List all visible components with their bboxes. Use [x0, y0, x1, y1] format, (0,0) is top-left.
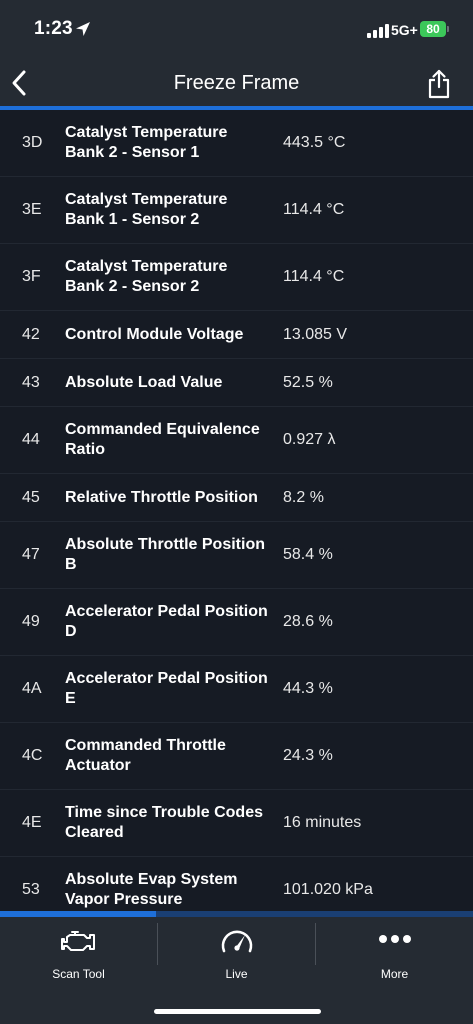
list-item[interactable]: 3E Catalyst Temperature Bank 1 - Sensor … — [0, 177, 473, 244]
location-arrow-icon — [76, 22, 90, 36]
gauge-icon — [221, 930, 252, 953]
status-time: 1:23 — [34, 18, 73, 39]
pid-value: 0.927 λ — [283, 431, 336, 448]
pid-name: Accelerator Pedal Position E — [65, 670, 268, 707]
pid-name: Absolute Load Value — [65, 373, 223, 391]
tab-divider — [315, 923, 316, 965]
nav-accent-line — [0, 106, 473, 110]
pid-name: Commanded Equivalence Ratio — [65, 421, 260, 458]
progress-fill — [0, 911, 157, 917]
list-item[interactable]: 45 Relative Throttle Position 8.2 % — [0, 474, 473, 522]
tab-divider — [157, 923, 158, 965]
nav-bar: Freeze Frame — [0, 60, 473, 106]
pid-code: 4C — [22, 747, 43, 764]
battery-level: 80 — [426, 22, 440, 36]
tab-label: Live — [225, 967, 248, 981]
tab-scan-tool[interactable]: Scan Tool — [0, 917, 157, 997]
pid-value: 24.3 % — [283, 747, 333, 764]
pid-value: 101.020 kPa — [283, 881, 373, 898]
pid-code: 4A — [22, 680, 42, 697]
page-title: Freeze Frame — [173, 72, 300, 94]
engine-icon — [60, 931, 95, 951]
list-item[interactable]: 3D Catalyst Temperature Bank 2 - Sensor … — [0, 110, 473, 177]
list-item[interactable]: 43 Absolute Load Value 52.5 % — [0, 359, 473, 407]
share-icon[interactable] — [426, 68, 452, 100]
pid-code: 47 — [22, 546, 40, 563]
pid-value: 28.6 % — [283, 613, 333, 630]
freeze-frame-list[interactable]: 3D Catalyst Temperature Bank 2 - Sensor … — [0, 110, 473, 910]
back-chevron-icon[interactable] — [8, 68, 30, 98]
tab-bar: Scan Tool Live More — [0, 917, 473, 1024]
pid-code: 49 — [22, 613, 40, 630]
pid-code: 44 — [22, 431, 40, 448]
pid-value: 13.085 V — [283, 325, 348, 343]
tab-live[interactable]: Live — [158, 917, 315, 997]
list-item[interactable]: 47 Absolute Throttle Position B 58.4 % — [0, 522, 473, 589]
pid-name: Commanded Throttle Actuator — [65, 737, 226, 774]
list-item[interactable]: 44 Commanded Equivalence Ratio 0.927 λ — [0, 407, 473, 474]
pid-name: Absolute Throttle Position B — [65, 536, 265, 573]
list-item[interactable]: 53 Absolute Evap System Vapor Pressure 1… — [0, 857, 473, 910]
list-item[interactable]: 49 Accelerator Pedal Position D 28.6 % — [0, 589, 473, 656]
pid-name: Catalyst Temperature Bank 1 - Sensor 2 — [65, 191, 228, 228]
pid-code: 43 — [22, 373, 40, 391]
pid-value: 52.5 % — [283, 373, 333, 391]
tab-label: More — [380, 967, 409, 981]
home-indicator — [154, 1009, 321, 1014]
pid-name: Accelerator Pedal Position D — [65, 603, 268, 640]
pid-name: Control Module Voltage — [65, 325, 244, 343]
pid-name: Absolute Evap System Vapor Pressure — [65, 871, 238, 908]
pid-value: 114.4 °C — [283, 268, 345, 285]
pid-code: 53 — [22, 881, 40, 898]
status-bar: 1:23 5G+ 80 — [0, 0, 473, 60]
list-item[interactable]: 4A Accelerator Pedal Position E 44.3 % — [0, 656, 473, 723]
tab-label: Scan Tool — [52, 967, 105, 981]
list-item[interactable]: 4C Commanded Throttle Actuator 24.3 % — [0, 723, 473, 790]
pid-value: 44.3 % — [283, 680, 333, 697]
pid-name: Catalyst Temperature Bank 2 - Sensor 2 — [65, 258, 228, 295]
more-icon — [378, 935, 411, 943]
list-item[interactable]: 42 Control Module Voltage 13.085 V — [0, 311, 473, 359]
network-type: 5G+ — [391, 22, 418, 38]
pid-code: 3F — [22, 268, 41, 285]
pid-name: Time since Trouble Codes Cleared — [65, 804, 263, 841]
battery-icon: 80 — [420, 21, 446, 37]
pid-code: 3D — [22, 134, 43, 151]
pid-name: Relative Throttle Position — [65, 488, 258, 506]
pid-name: Catalyst Temperature Bank 2 - Sensor 1 — [65, 124, 228, 161]
pid-code: 3E — [22, 201, 42, 218]
list-item[interactable]: 3F Catalyst Temperature Bank 2 - Sensor … — [0, 244, 473, 311]
progress-track — [0, 911, 473, 917]
pid-value: 443.5 °C — [283, 134, 346, 151]
pid-code: 4E — [22, 814, 42, 831]
battery-tip — [447, 26, 449, 32]
signal-bars-icon — [367, 24, 389, 38]
list-item[interactable]: 4E Time since Trouble Codes Cleared 16 m… — [0, 790, 473, 857]
pid-code: 45 — [22, 488, 40, 506]
pid-code: 42 — [22, 325, 40, 343]
tab-more[interactable]: More — [316, 917, 473, 997]
pid-value: 16 minutes — [283, 814, 362, 831]
pid-value: 114.4 °C — [283, 201, 345, 218]
pid-value: 58.4 % — [283, 546, 333, 563]
pid-value: 8.2 % — [283, 488, 324, 506]
